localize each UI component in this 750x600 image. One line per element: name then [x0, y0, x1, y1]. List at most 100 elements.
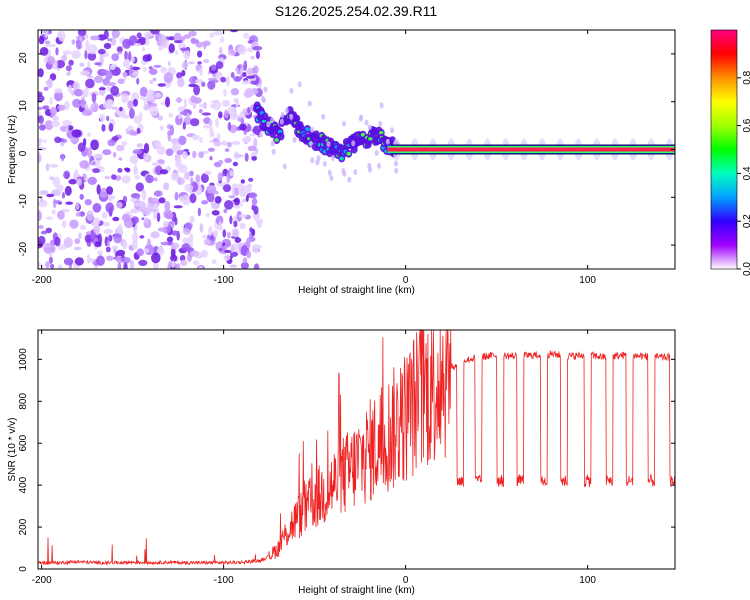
noise-blob — [158, 34, 167, 45]
noise-blob — [52, 198, 57, 209]
noise-blob — [209, 103, 217, 109]
noise-blob — [124, 50, 128, 61]
noise-blob — [129, 260, 135, 269]
figure-title: S126.2025.254.02.39.R11 — [275, 3, 438, 19]
noise-blob — [220, 76, 227, 83]
colorbar: 0.00.20.40.60.8Normalized spectral ampli… — [710, 29, 750, 276]
noise-blob — [153, 261, 159, 269]
noise-blob — [136, 143, 144, 148]
noise-blob — [136, 77, 140, 85]
noise-blob — [102, 101, 109, 109]
noise-blob — [43, 86, 49, 91]
noise-blob — [181, 61, 189, 69]
noise-blob — [257, 84, 262, 89]
noise-blob — [87, 147, 92, 159]
y-tick-label: -10 — [18, 194, 29, 209]
noise-blob — [138, 259, 148, 266]
noise-blob — [209, 32, 215, 38]
colorbar-tick-label: 0.6 — [742, 118, 750, 132]
noise-blob — [159, 125, 164, 131]
noise-blob — [208, 226, 213, 236]
noise-blob — [184, 171, 190, 180]
noise-blob — [61, 153, 65, 162]
noise-blob — [199, 108, 203, 114]
noise-blob — [139, 235, 145, 239]
noise-blob — [214, 196, 222, 204]
noise-blob — [112, 216, 120, 222]
noise-blob — [87, 176, 98, 185]
noise-blob — [201, 81, 206, 87]
noise-blob — [96, 184, 101, 195]
signal-halo — [342, 120, 346, 127]
noise-blob — [150, 231, 160, 239]
noise-blob — [132, 231, 139, 243]
noise-blob — [52, 115, 59, 121]
noise-blob — [242, 80, 250, 85]
noise-blob — [77, 142, 86, 152]
noise-blob — [246, 238, 251, 249]
signal-halo — [353, 169, 358, 176]
noise-blob — [84, 86, 89, 98]
noise-blob — [163, 182, 170, 191]
noise-blob — [195, 174, 201, 183]
noise-blob — [218, 221, 222, 230]
noise-blob — [45, 163, 50, 172]
noise-blob — [233, 220, 238, 228]
noise-blob — [168, 112, 173, 118]
noise-blob — [71, 50, 81, 59]
signal-blob — [277, 132, 285, 141]
noise-blob — [189, 233, 194, 243]
noise-blob — [94, 62, 102, 66]
noise-blob — [46, 193, 55, 198]
noise-blob — [165, 96, 170, 108]
noise-blob — [136, 127, 141, 134]
noise-blob — [143, 31, 154, 37]
noise-blob — [252, 46, 263, 51]
noise-blob — [248, 177, 254, 182]
signal-halo — [385, 138, 390, 145]
noise-blob — [230, 113, 239, 120]
noise-blob — [183, 116, 192, 125]
noise-blob — [154, 92, 162, 99]
noise-blob — [189, 76, 197, 85]
noise-blob — [193, 84, 201, 96]
noise-blob — [125, 168, 131, 173]
noise-blob — [65, 65, 72, 72]
noise-blob — [183, 98, 187, 109]
noise-blob — [65, 201, 74, 205]
noise-blob — [85, 78, 95, 89]
noise-blob — [74, 257, 84, 266]
noise-blob — [243, 60, 248, 72]
noise-blob — [202, 234, 207, 239]
y-tick-label: 1000 — [18, 348, 29, 371]
signal-halo — [280, 112, 285, 118]
noise-blob — [79, 62, 85, 67]
signal-halo — [315, 159, 320, 166]
noise-blob — [183, 48, 191, 60]
noise-blob — [128, 129, 136, 136]
noise-blob — [213, 140, 222, 147]
noise-blob — [38, 111, 41, 117]
noise-blob — [129, 64, 133, 75]
y-axis-label: SNR (10 * v/v) — [7, 418, 18, 482]
signal-halo — [282, 163, 287, 170]
noise-blob — [174, 217, 178, 226]
noise-blob — [229, 215, 233, 225]
noise-blob — [189, 170, 194, 177]
noise-blob — [203, 42, 207, 50]
signal-halo — [310, 126, 315, 133]
noise-blob — [111, 53, 120, 62]
noise-blob — [38, 68, 44, 78]
signal-halo — [367, 124, 372, 131]
noise-blob — [107, 99, 114, 108]
noise-blob — [153, 64, 162, 68]
noise-blob — [103, 228, 113, 235]
noise-blob — [38, 36, 45, 45]
noise-blob — [199, 223, 204, 233]
noise-blob — [165, 148, 174, 156]
noise-blob — [97, 250, 104, 256]
noise-blob — [157, 115, 163, 121]
noise-blob — [202, 58, 210, 64]
signal-core — [305, 127, 310, 131]
noise-blob — [218, 46, 223, 55]
